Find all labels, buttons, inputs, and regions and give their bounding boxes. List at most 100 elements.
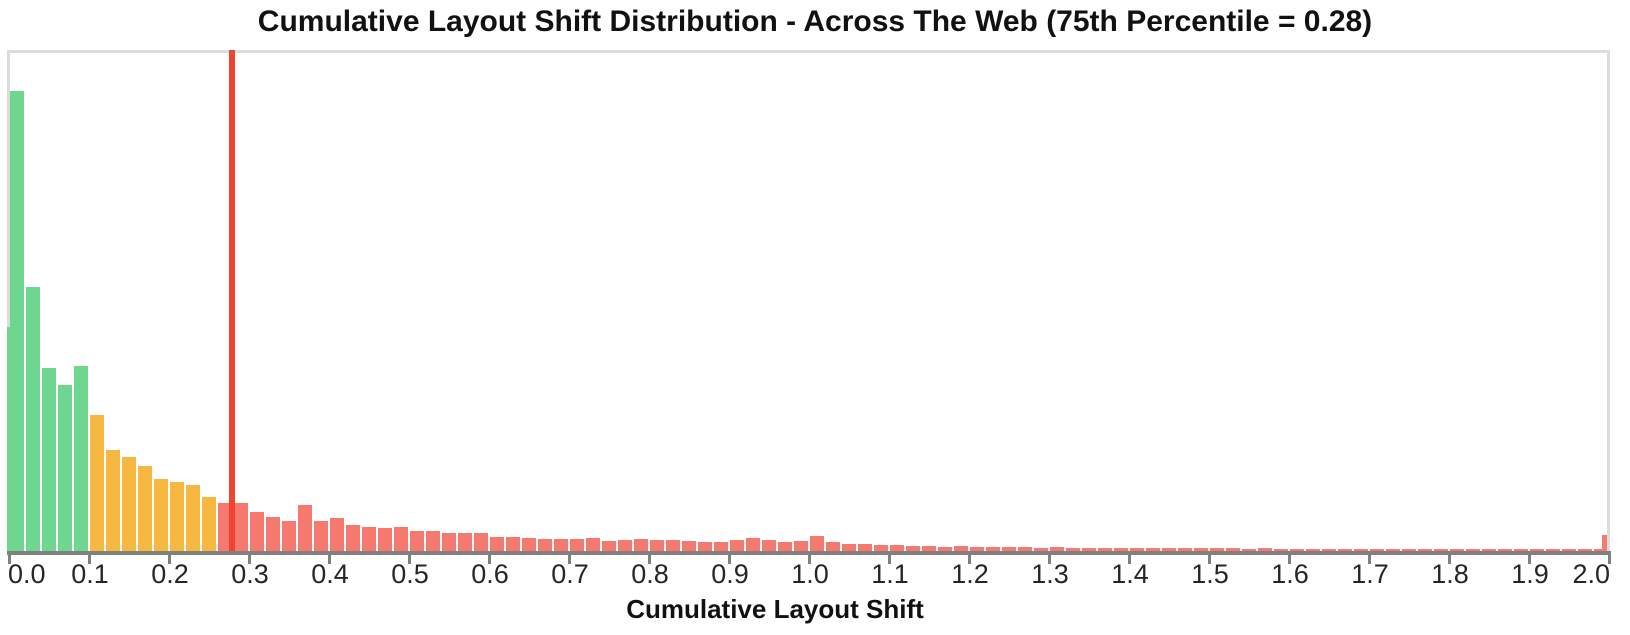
histogram-bar [410, 531, 424, 551]
histogram-bar [714, 542, 728, 551]
histogram-bar [650, 540, 664, 551]
histogram-bar [1530, 549, 1544, 551]
x-axis-tick-label: 0.0 [8, 559, 46, 589]
x-axis-tick [1048, 555, 1051, 564]
histogram-bar [1482, 549, 1496, 551]
x-axis-line [7, 551, 1611, 555]
histogram-bar [298, 505, 312, 551]
histogram-bar [186, 485, 200, 551]
x-axis-tick-label: 1.9 [1511, 559, 1549, 589]
histogram-bar [762, 540, 776, 551]
histogram-bar [1386, 549, 1400, 551]
x-axis-tick-label: 1.1 [871, 559, 909, 589]
histogram-bar [170, 482, 184, 551]
histogram-bar [1354, 549, 1368, 551]
x-axis-tick-label: 0.3 [231, 559, 269, 589]
x-axis-tick [568, 555, 571, 564]
histogram-bar [442, 533, 456, 551]
histogram-bar [106, 450, 120, 551]
histogram-bar [1546, 549, 1560, 551]
histogram-bar [58, 385, 72, 551]
histogram-bar [1002, 547, 1016, 551]
x-axis-tick-label: 0.8 [631, 559, 669, 589]
x-axis-tick [88, 555, 91, 564]
x-axis-tick [1608, 555, 1611, 564]
histogram-bar [250, 512, 264, 551]
x-axis-tick-label: 1.0 [791, 559, 829, 589]
histogram-bar [874, 545, 888, 551]
chart-title: Cumulative Layout Shift Distribution - A… [257, 5, 1373, 38]
histogram-bar [906, 546, 920, 551]
histogram-bar [138, 466, 152, 551]
histogram-bar [618, 540, 632, 551]
histogram-bar [634, 539, 648, 551]
x-axis-tick-label: 0.1 [71, 559, 109, 589]
histogram-bar [474, 533, 488, 551]
histogram-bar [314, 521, 328, 551]
histogram-bar [698, 542, 712, 551]
histogram-bar [1578, 549, 1592, 551]
histogram-bar [602, 541, 616, 551]
histogram-bar [1034, 548, 1048, 551]
histogram-bar [1514, 549, 1528, 551]
histogram-bar [522, 538, 536, 551]
x-axis-tick [1368, 555, 1371, 564]
histogram-bar [922, 546, 936, 551]
histogram-bar [74, 366, 88, 551]
histogram-bar [746, 538, 760, 551]
histogram-bar [1146, 548, 1160, 551]
histogram-bar [538, 539, 552, 551]
histogram-bar [1082, 548, 1096, 551]
x-axis-title: Cumulative Layout Shift [626, 594, 924, 624]
histogram-bar [1338, 549, 1352, 551]
histogram-bar [954, 546, 968, 551]
histogram-bar [586, 538, 600, 551]
histogram-bar [1114, 548, 1128, 551]
histogram-bar [282, 521, 296, 551]
x-axis-tick-label: 1.5 [1191, 559, 1229, 589]
histogram-bar [1594, 549, 1607, 551]
histogram-bar [826, 542, 840, 551]
histogram-bar [1418, 549, 1432, 551]
histogram-bar [346, 525, 360, 551]
x-axis-tick [648, 555, 651, 564]
histogram-bar [122, 457, 136, 551]
histogram-bar [1274, 549, 1288, 551]
histogram-bar [394, 527, 408, 551]
histogram-bar [1434, 549, 1448, 551]
histogram-bar [1498, 549, 1512, 551]
percentile-75-line [229, 50, 235, 551]
plot-frame [7, 50, 1610, 551]
histogram-bar [682, 541, 696, 551]
clipped-left-edge-bar [7, 327, 10, 551]
x-axis-tick [888, 555, 891, 564]
histogram-bar [666, 540, 680, 551]
x-axis-tick-label: 1.3 [1031, 559, 1069, 589]
histogram-bar [1562, 549, 1576, 551]
x-axis-tick [1528, 555, 1531, 564]
histogram-bar [42, 368, 56, 551]
histogram-bar [218, 503, 232, 551]
x-axis-tick [1448, 555, 1451, 564]
histogram-bar [778, 542, 792, 551]
histogram-bar [842, 544, 856, 551]
histogram-bar [202, 497, 216, 551]
x-axis-tick [968, 555, 971, 564]
histogram-bar [1402, 549, 1416, 551]
histogram-bar [378, 528, 392, 551]
histogram-bar [970, 547, 984, 551]
x-axis-tick [1128, 555, 1131, 564]
histogram-bar [362, 527, 376, 551]
histogram-bar [938, 547, 952, 551]
histogram-bar [1370, 549, 1384, 551]
x-axis-tick-label: 0.7 [551, 559, 589, 589]
histogram-bar [1242, 549, 1256, 551]
histogram-bar [1066, 548, 1080, 551]
histogram-bar [554, 539, 568, 551]
histogram-bar [490, 537, 504, 551]
x-axis-tick-label: 1.2 [951, 559, 989, 589]
x-axis-tick-label: 1.4 [1111, 559, 1149, 589]
histogram-bar [1018, 547, 1032, 551]
x-axis-tick-label: 1.6 [1271, 559, 1309, 589]
x-axis-tick [1288, 555, 1291, 564]
